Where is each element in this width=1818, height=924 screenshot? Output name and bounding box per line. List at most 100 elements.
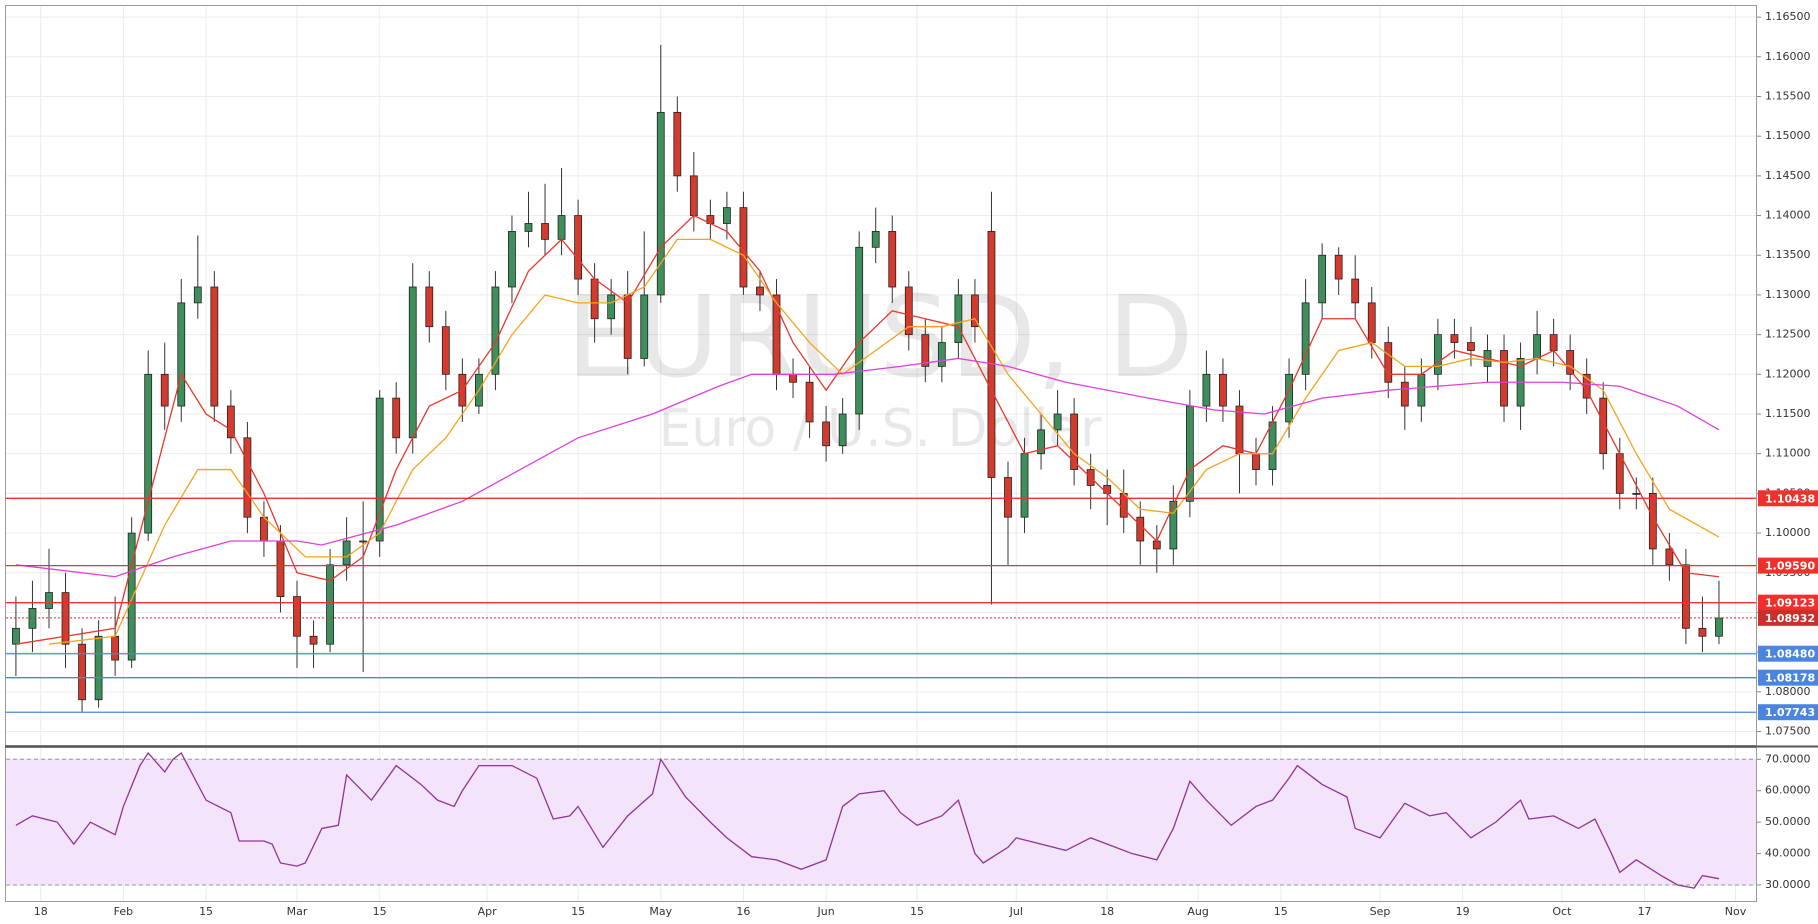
candle-body (1632, 492, 1641, 495)
candle-body (408, 286, 417, 439)
candle-body (1053, 413, 1062, 431)
candle-body (1037, 429, 1045, 455)
indicator-line (48, 238, 1720, 645)
y-tick-label: 1.16500 (1765, 10, 1811, 23)
y-tick-label: 70.0000 (1765, 752, 1811, 765)
price-level-label: 1.08178 (1765, 672, 1815, 685)
candle-body (623, 294, 632, 359)
candle-body (689, 175, 698, 216)
x-tick-label: Jul (1009, 905, 1023, 918)
x-tick-label: Sep (1370, 905, 1391, 918)
candle-body (491, 286, 500, 375)
y-tick-label: 60.0000 (1765, 784, 1811, 797)
candle-body (1450, 334, 1459, 343)
candle-body (193, 286, 202, 304)
candle-body (1185, 405, 1194, 502)
y-tick-label: 1.11000 (1765, 447, 1811, 460)
x-tick-label: 15 (1274, 905, 1288, 918)
candle-body (309, 635, 318, 645)
candle-body (276, 540, 285, 597)
candle-body (723, 207, 731, 224)
price-level-tag (1758, 645, 1818, 662)
candle-body (260, 516, 268, 542)
candle-body (557, 215, 566, 240)
candle-body (607, 294, 616, 320)
candle-body (855, 246, 864, 415)
candle-body (94, 635, 103, 701)
x-tick-label: 15 (199, 905, 213, 918)
y-tick-label: 50.0000 (1765, 815, 1811, 828)
candle-body (1070, 413, 1079, 470)
candle-body (1467, 342, 1475, 351)
candle-body (441, 326, 450, 375)
candle-body (1202, 373, 1211, 407)
candle-body (1500, 350, 1508, 407)
candle-body (1119, 492, 1128, 518)
candle-body (1533, 334, 1541, 359)
candle-body (1698, 627, 1707, 637)
x-tick-label: 18 (34, 905, 48, 918)
price-level-tag (1758, 609, 1818, 626)
candle-body (28, 608, 37, 629)
candle-body (177, 302, 186, 407)
candle-body (359, 540, 368, 543)
candle-body (1169, 500, 1178, 550)
candle-body (971, 294, 979, 328)
candle-body (871, 231, 880, 248)
price-level-label: 1.08932 (1765, 612, 1815, 625)
candle-body (45, 592, 53, 609)
x-tick-label: Apr (478, 905, 498, 918)
price-level-label: 1.09590 (1765, 560, 1815, 573)
candle-body (243, 437, 252, 518)
candle-body (111, 635, 120, 661)
candle-body (375, 397, 384, 542)
y-tick-label: 1.15000 (1765, 129, 1811, 142)
candle-body (838, 413, 847, 447)
candle-body (1682, 564, 1690, 629)
plot-layer: 18 Feb 15 Mar 15 Apr 15 May 16 Jun 15 Jul 18 Aug 15 Sep… (6, 6, 1818, 918)
price-level-label: 1.09123 (1765, 597, 1815, 610)
candle-body (160, 373, 169, 407)
y-tick-label: 1.14500 (1765, 169, 1811, 182)
x-tick-label: Jun (817, 905, 835, 918)
y-tick-label: 1.11500 (1765, 407, 1811, 420)
indicator-line (15, 357, 1720, 578)
candle-body (1400, 381, 1409, 407)
candle-body (987, 231, 996, 478)
candle-body (78, 643, 86, 701)
y-tick-label: 30.0000 (1765, 878, 1811, 891)
price-level-label: 1.07743 (1765, 706, 1815, 719)
candle-body (673, 111, 682, 177)
candle-body (1665, 548, 1674, 566)
x-tick-label: 18 (1100, 905, 1114, 918)
candle-body (1384, 342, 1393, 383)
candle-body (1103, 485, 1112, 494)
x-tick-label: Aug (1187, 905, 1208, 918)
candle-body (954, 294, 963, 343)
x-tick-label: 19 (1456, 905, 1470, 918)
indicator-line (15, 214, 1720, 645)
y-tick-label: 1.07500 (1765, 725, 1811, 738)
candle-body (904, 286, 913, 336)
candle-body (1715, 617, 1723, 637)
candle-body (1004, 477, 1012, 518)
price-level-label: 1.08480 (1765, 648, 1815, 661)
candle-body (1252, 453, 1260, 470)
candle-body (144, 373, 153, 534)
x-tick-label: Nov (1725, 905, 1747, 918)
candle-body (1433, 334, 1442, 375)
price-level-tag (1758, 557, 1818, 574)
candle-body (1136, 516, 1145, 542)
candle-body (1020, 453, 1029, 518)
candle-body (805, 381, 814, 423)
watermark-title: EURUSD, D (566, 273, 1193, 403)
candle-body (61, 592, 70, 645)
candle-body (1417, 373, 1426, 407)
candle-body (1648, 492, 1657, 550)
x-tick-label: 15 (910, 905, 924, 918)
candle-body (326, 564, 334, 645)
x-tick-label: 16 (736, 905, 750, 918)
candle-body (822, 421, 831, 447)
candle-body (640, 294, 649, 359)
candle-body (1152, 540, 1161, 550)
